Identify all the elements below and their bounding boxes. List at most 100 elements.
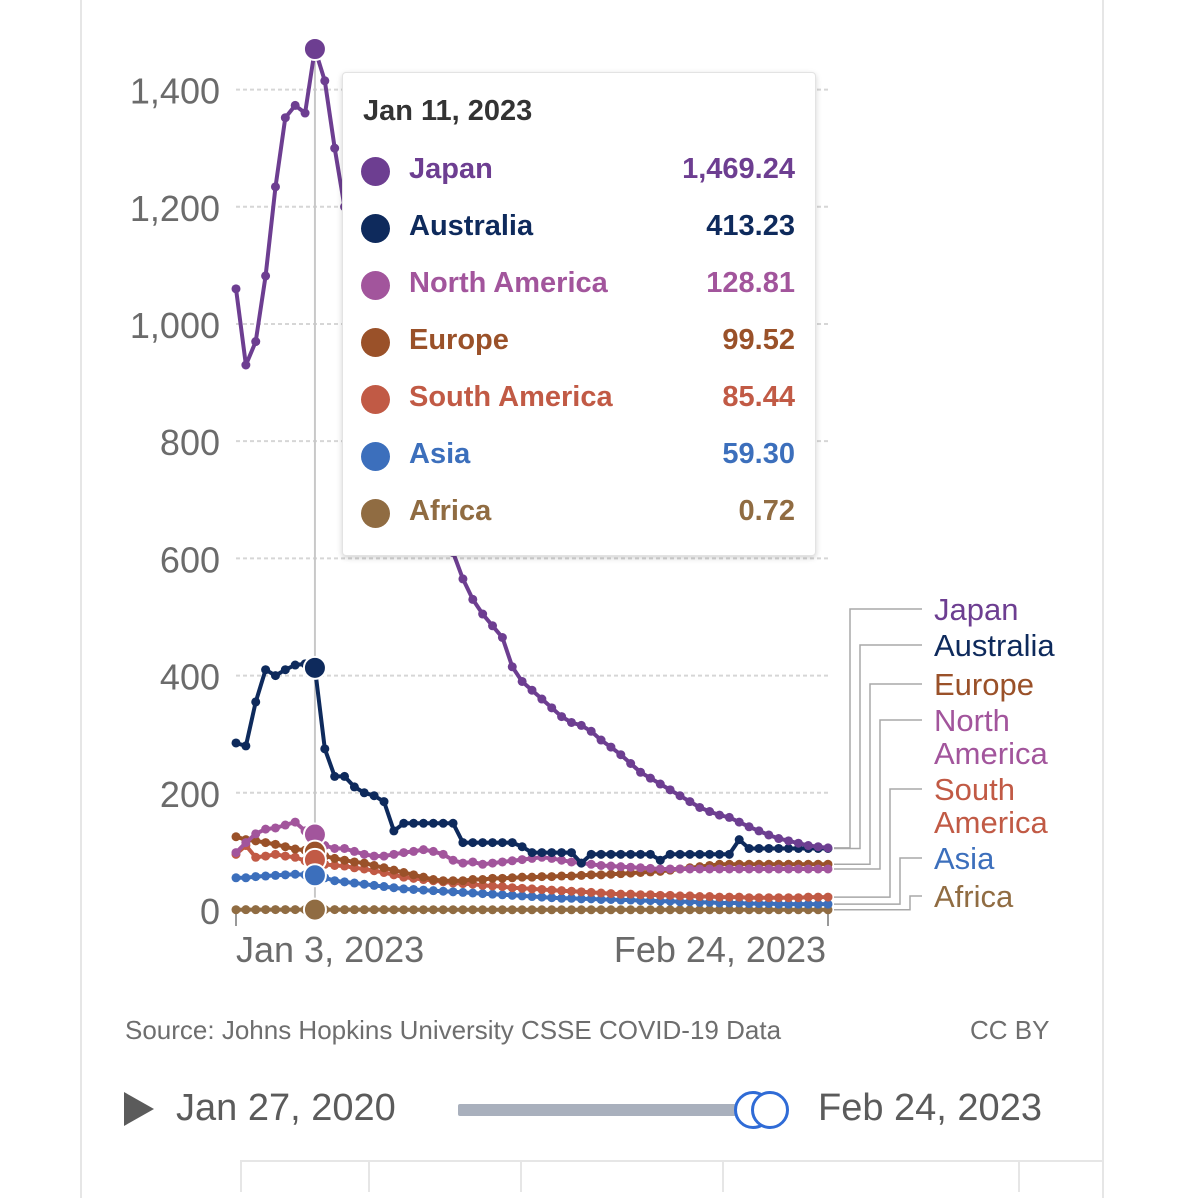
tooltip-series-value: 128.81	[706, 267, 795, 300]
data-point	[754, 826, 763, 835]
data-point	[478, 610, 487, 619]
data-point	[281, 113, 290, 122]
data-point	[606, 862, 615, 871]
timeline-track[interactable]	[458, 1104, 758, 1116]
timeline-end-handle[interactable]	[751, 1091, 789, 1129]
data-point	[774, 893, 783, 902]
data-point	[241, 741, 250, 750]
data-point	[695, 803, 704, 812]
data-point	[498, 857, 507, 866]
tooltip-series-name: Japan	[409, 153, 493, 186]
license-link[interactable]: CC BY	[970, 1015, 1049, 1046]
data-point	[626, 759, 635, 768]
end-label: Africa	[934, 879, 1014, 914]
y-tick-label: 200	[160, 774, 220, 815]
data-point	[350, 847, 359, 856]
data-point	[271, 871, 280, 880]
data-point	[784, 836, 793, 845]
data-point	[606, 889, 615, 898]
data-point	[389, 883, 398, 892]
data-point	[587, 860, 596, 869]
tooltip-series-value: 59.30	[722, 438, 795, 471]
data-point	[646, 864, 655, 873]
data-point	[399, 905, 408, 914]
data-point	[725, 850, 734, 859]
data-point	[676, 791, 685, 800]
tooltip-row: North America 128.81	[361, 267, 795, 307]
data-point	[715, 811, 724, 820]
data-point	[251, 337, 260, 346]
data-point	[567, 905, 576, 914]
highlight-point	[304, 38, 326, 60]
data-point	[547, 872, 556, 881]
data-point	[330, 772, 339, 781]
data-point	[656, 891, 665, 900]
source-note[interactable]: Source: Johns Hopkins University CSSE CO…	[125, 1015, 781, 1046]
data-point	[498, 890, 507, 899]
data-point	[567, 718, 576, 727]
data-point	[754, 844, 763, 853]
data-point	[370, 791, 379, 800]
data-point	[636, 890, 645, 899]
data-point	[626, 890, 635, 899]
data-point	[508, 883, 517, 892]
data-point	[291, 853, 300, 862]
timeline-end-date[interactable]: Feb 24, 2023	[818, 1087, 1042, 1130]
data-point	[449, 905, 458, 914]
data-point	[232, 848, 241, 857]
data-point	[774, 844, 783, 853]
data-point	[794, 864, 803, 873]
data-point	[458, 859, 467, 868]
tooltip-series-name: North America	[409, 267, 608, 300]
data-point	[537, 885, 546, 894]
timeline-start-date[interactable]: Jan 27, 2020	[176, 1087, 396, 1130]
end-label: Australia	[934, 628, 1055, 663]
data-point	[518, 884, 527, 893]
data-point	[606, 850, 615, 859]
data-point	[380, 882, 389, 891]
data-point	[251, 905, 260, 914]
data-point	[745, 893, 754, 902]
data-point	[508, 873, 517, 882]
tooltip-color-dot	[361, 385, 390, 414]
data-point	[281, 842, 290, 851]
data-point	[301, 109, 310, 118]
end-label: Asia	[934, 841, 995, 876]
tooltip-series-name: Australia	[409, 210, 533, 243]
data-point	[695, 864, 704, 873]
data-point	[439, 850, 448, 859]
data-point	[616, 862, 625, 871]
data-point	[419, 886, 428, 895]
data-point	[725, 864, 734, 873]
data-point	[597, 870, 606, 879]
data-point	[735, 818, 744, 827]
data-point	[528, 884, 537, 893]
data-point	[676, 864, 685, 873]
data-point	[597, 905, 606, 914]
data-point	[725, 893, 734, 902]
data-point	[380, 797, 389, 806]
data-point	[636, 850, 645, 859]
data-point	[350, 905, 359, 914]
data-point	[340, 772, 349, 781]
data-point	[458, 838, 467, 847]
data-point	[468, 838, 477, 847]
data-point	[449, 856, 458, 865]
data-point	[656, 780, 665, 789]
data-point	[577, 859, 586, 868]
data-point	[409, 885, 418, 894]
play-icon[interactable]	[124, 1092, 154, 1126]
data-point	[547, 905, 556, 914]
data-point	[281, 665, 290, 674]
end-label: America	[934, 805, 1048, 840]
data-point	[528, 686, 537, 695]
data-point	[232, 832, 241, 841]
data-point	[488, 621, 497, 630]
data-point	[577, 721, 586, 730]
y-tick-label: 400	[160, 657, 220, 698]
data-point	[606, 905, 615, 914]
data-point	[330, 876, 339, 885]
data-point	[360, 880, 369, 889]
data-point	[261, 838, 270, 847]
